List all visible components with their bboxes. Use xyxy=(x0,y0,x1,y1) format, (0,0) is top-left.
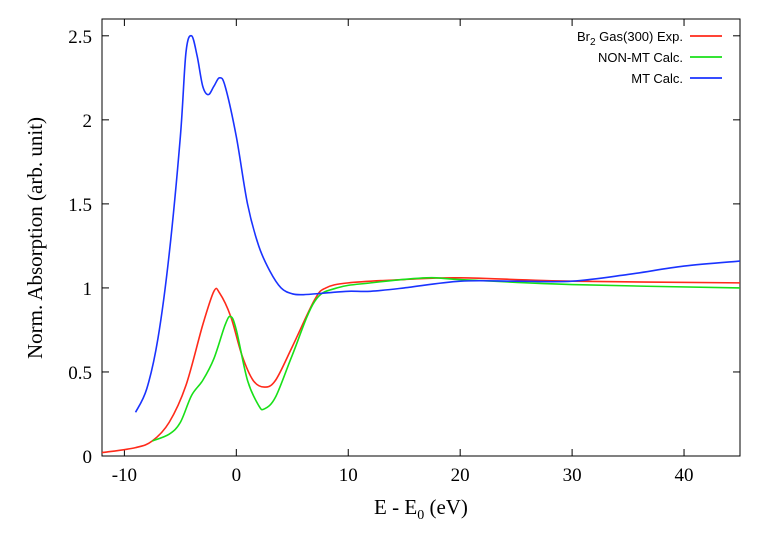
series-line-2 xyxy=(134,34,741,413)
y-tick-label: 2 xyxy=(83,111,93,132)
x-tick-label: 40 xyxy=(675,465,694,486)
x-tick-label: -10 xyxy=(112,465,137,486)
series-line-0 xyxy=(101,276,741,454)
legend-label-0: Br2 Gas(300) Exp. xyxy=(577,29,683,48)
x-tick-label: 0 xyxy=(232,465,242,486)
y-tick-label: 2.5 xyxy=(68,27,92,48)
x-tick-label: 20 xyxy=(451,465,470,486)
legend-label-1: NON-MT Calc. xyxy=(598,50,683,65)
y-tick-label: 1 xyxy=(83,279,93,300)
series-line-1 xyxy=(152,276,741,442)
y-tick-label: 1.5 xyxy=(68,195,92,216)
y-tick-label: 0.5 xyxy=(68,363,92,384)
x-axis-label: E - E0 (eV) xyxy=(374,495,468,523)
legend-label-2: MT Calc. xyxy=(631,71,683,86)
plot-frame xyxy=(101,18,741,457)
x-tick-label: 30 xyxy=(563,465,582,486)
y-tick-label: 0 xyxy=(83,447,93,468)
y-axis-label: Norm. Absorption (arb. unit) xyxy=(23,117,47,359)
x-tick-label: 10 xyxy=(339,465,358,486)
